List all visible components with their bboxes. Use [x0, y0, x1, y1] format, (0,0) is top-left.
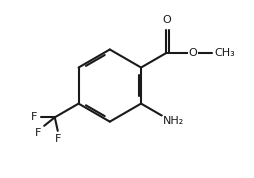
Text: O: O	[162, 15, 171, 25]
Text: CH₃: CH₃	[214, 48, 235, 58]
Text: O: O	[189, 48, 197, 58]
Text: NH₂: NH₂	[163, 116, 184, 127]
Text: F: F	[31, 112, 38, 122]
Text: F: F	[55, 134, 61, 144]
Text: F: F	[35, 128, 42, 138]
